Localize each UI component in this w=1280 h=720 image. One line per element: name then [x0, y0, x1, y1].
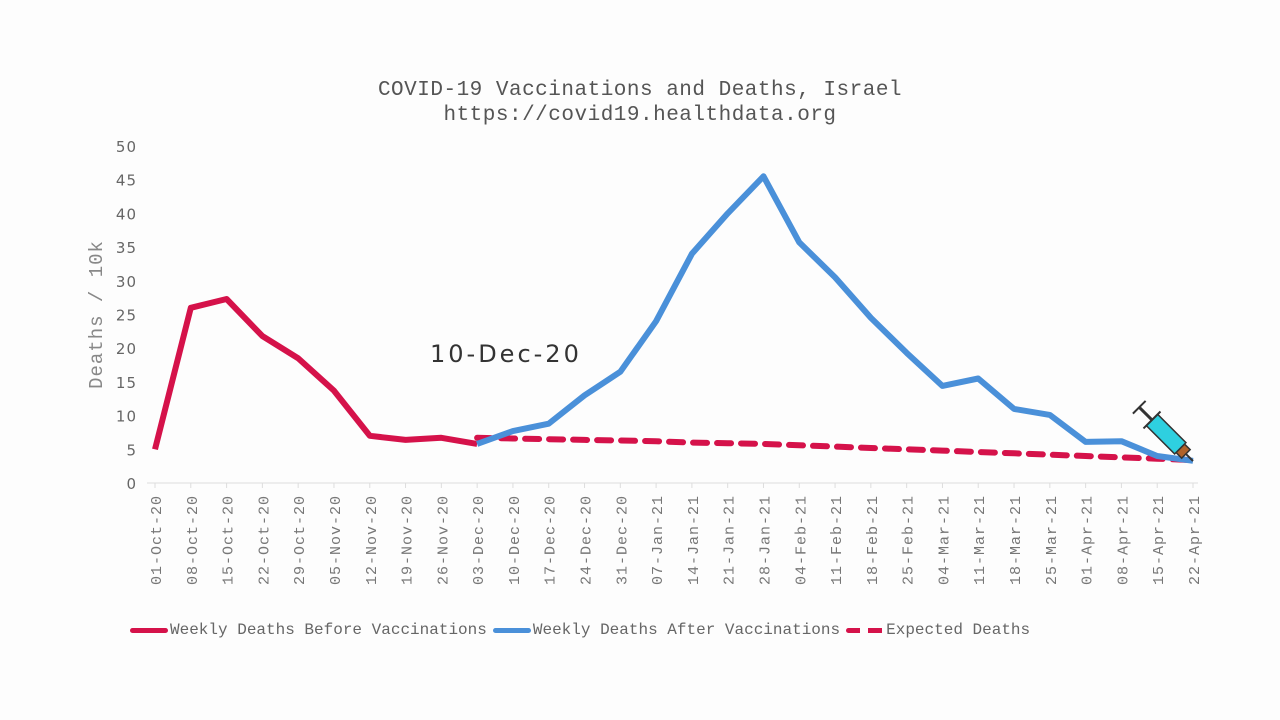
y-tick-label: 40 [116, 205, 137, 223]
x-tick-label: 03-Dec-20 [471, 495, 488, 585]
y-tick-label: 45 [116, 172, 137, 190]
x-tick-label: 05-Nov-20 [328, 495, 345, 585]
series-line-weekly-deaths-after-vaccinations [476, 173, 1194, 464]
x-tick-label: 01-Apr-21 [1080, 495, 1097, 585]
x-tick-label: 19-Nov-20 [400, 495, 417, 585]
x-tick-label: 25-Mar-21 [1044, 495, 1061, 585]
legend-swatch [492, 627, 531, 633]
x-tick-label: 21-Jan-21 [722, 495, 739, 585]
legend-item-expected: Expected Deaths [846, 621, 1030, 639]
x-tick-label: 18-Mar-21 [1008, 495, 1025, 585]
x-tick-label: 04-Feb-21 [793, 495, 810, 585]
y-tick-label: 50 [116, 138, 137, 156]
y-tick-label: 0 [126, 475, 137, 493]
legend-label: Weekly Deaths Before Vaccinations [170, 621, 487, 639]
syringe-icon [1132, 400, 1194, 462]
x-tick-label: 15-Oct-20 [221, 495, 238, 585]
x-tick-label: 24-Dec-20 [579, 495, 596, 585]
x-tick-label: 15-Apr-21 [1151, 495, 1168, 585]
x-tick-label: 11-Feb-21 [829, 495, 846, 585]
chart-title: COVID-19 Vaccinations and Deaths, Israel… [0, 78, 1280, 128]
legend-item-before: Weekly Deaths Before Vaccinations [130, 621, 487, 639]
x-tick-label: 12-Nov-20 [364, 495, 381, 585]
x-tick-label: 28-Jan-21 [757, 495, 774, 585]
legend-swatch [846, 627, 885, 633]
vaccination-start-annotation: 10-Dec-20 [430, 340, 582, 368]
x-tick-label: 07-Jan-21 [650, 495, 667, 585]
y-tick-label: 35 [116, 239, 137, 257]
x-tick-label: 10-Dec-20 [507, 495, 524, 585]
legend-label: Expected Deaths [886, 621, 1031, 639]
x-tick-label: 25-Feb-21 [901, 495, 918, 585]
x-tick-label: 11-Mar-21 [972, 495, 989, 585]
x-tick-label: 14-Jan-21 [686, 495, 703, 585]
legend-swatch [130, 627, 168, 633]
y-tick-label: 15 [116, 374, 137, 392]
x-tick-label: 08-Apr-21 [1115, 495, 1132, 585]
x-tick-label: 22-Oct-20 [256, 495, 273, 585]
x-tick-label: 04-Mar-21 [936, 495, 953, 585]
x-tick-label: 22-Apr-21 [1187, 495, 1204, 585]
x-tick-label: 31-Dec-20 [614, 495, 631, 585]
y-tick-label: 20 [116, 340, 137, 358]
legend: Weekly Deaths Before Vaccinations Weekly… [130, 621, 1036, 639]
title-line: COVID-19 Vaccinations and Deaths, Israel [377, 79, 903, 102]
y-tick-label: 10 [116, 408, 137, 426]
y-tick-label: 30 [116, 273, 137, 291]
legend-label: Weekly Deaths After Vaccinations [532, 621, 841, 639]
x-tick-label: 17-Dec-20 [543, 495, 560, 585]
x-tick-label: 18-Feb-21 [865, 495, 882, 585]
x-tick-label: 08-Oct-20 [185, 495, 202, 585]
y-tick-label: 25 [116, 307, 137, 325]
y-axis-label: Deaths / 10k [86, 240, 108, 389]
x-tick-label: 26-Nov-20 [435, 495, 452, 585]
subtitle-line: https://covid19.healthdata.org [443, 104, 837, 127]
y-tick-label: 5 [126, 441, 137, 459]
x-tick-label: 29-Oct-20 [292, 495, 309, 585]
series-line-weekly-deaths-before-vaccinations [152, 296, 478, 451]
legend-item-after: Weekly Deaths After Vaccinations [492, 621, 841, 639]
x-tick-label: 01-Oct-20 [149, 495, 166, 585]
